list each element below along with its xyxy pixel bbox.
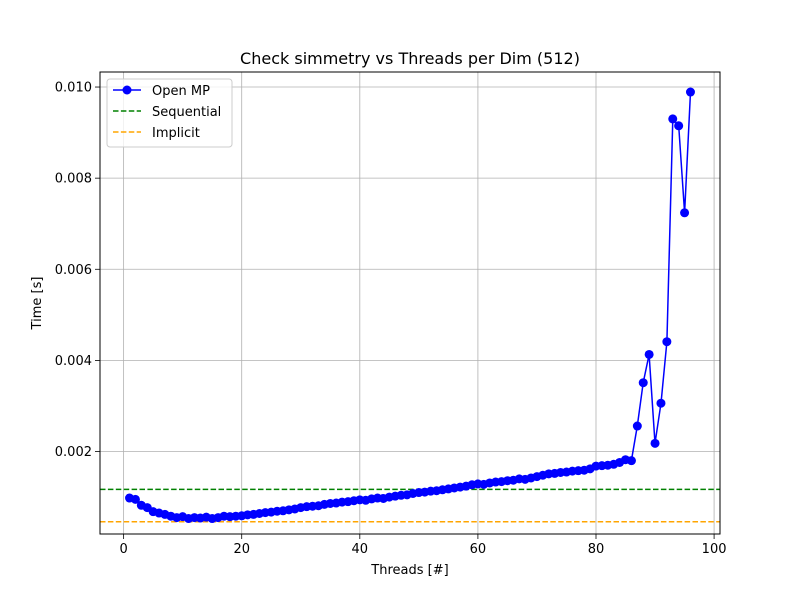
legend: Open MP Sequential Implicit [106,78,233,148]
x-tick-label: 20 [233,542,250,557]
y-tick-label: 0.010 [55,81,92,96]
open-mp-point [656,398,666,408]
open-mp-series [125,87,695,524]
legend-openmp-label: Open MP [152,84,210,99]
reference-lines [100,488,720,523]
open-mp-point [668,114,678,124]
x-axis-label: Threads [#] [370,563,448,578]
x-tick-label: 40 [352,542,369,557]
legend-sequential-label: Sequential [152,105,221,120]
x-tick-label: 0 [119,542,127,557]
open-mp-point [685,87,695,97]
chart-title: Check simmetry vs Threads per Dim (512) [240,49,580,68]
open-mp-point [650,438,660,448]
y-tick-label: 0.008 [55,172,92,187]
y-axis-label: Time [s] [30,277,45,331]
plot-frame [99,71,721,535]
x-tick-label: 100 [702,542,727,557]
open-mp-point [674,121,684,131]
grid [100,72,720,534]
x-tick-label: 60 [470,542,487,557]
axis-ticks: 0 20 40 60 80 100 0.002 0.004 0.006 0.008 0.010 [55,81,727,557]
open-mp-point [130,494,140,504]
open-mp-point [644,349,654,359]
open-mp-point [638,378,648,388]
y-tick-label: 0.006 [55,263,92,278]
y-tick-label: 0.002 [55,445,92,460]
open-mp-point [680,208,690,218]
legend-implicit-label: Implicit [152,126,200,141]
legend-box [106,78,233,148]
open-mp-point [662,337,672,347]
legend-openmp-marker [122,85,132,95]
open-mp-point [626,456,636,466]
x-tick-label: 80 [588,542,605,557]
y-tick-label: 0.004 [55,354,92,369]
open-mp-point [632,421,642,431]
